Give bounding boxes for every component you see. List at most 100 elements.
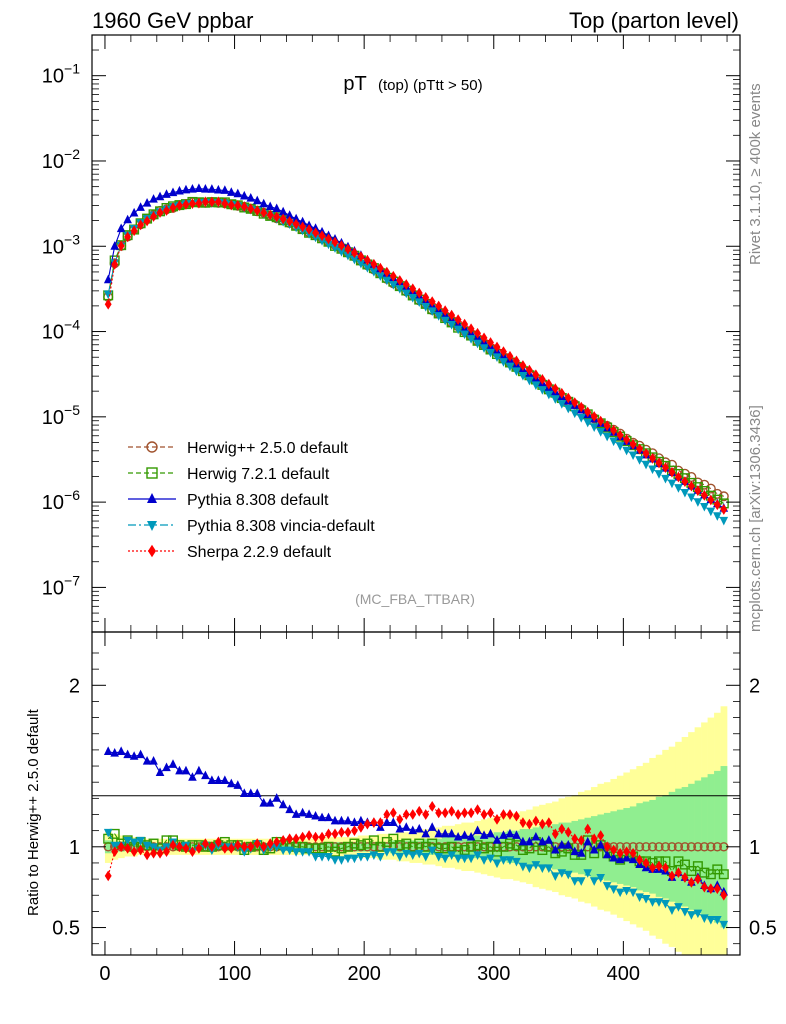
band-stat: [396, 840, 404, 854]
data-point: [584, 406, 592, 418]
band-stat: [318, 843, 326, 851]
ratio-point: [564, 826, 572, 838]
ratio-point: [240, 841, 248, 853]
ratio-point: [719, 920, 729, 930]
ratio-point: [415, 805, 423, 817]
ratio-point: [298, 848, 307, 857]
ratio-point: [342, 841, 353, 852]
data-point: [615, 442, 625, 451]
ratio-point: [596, 840, 605, 849]
ratio-point: [460, 854, 469, 864]
band-stat: [649, 799, 657, 894]
data-point: [357, 251, 365, 262]
ratio-point: [317, 812, 327, 822]
data-point: [428, 296, 436, 308]
ratio-frame: [91, 631, 741, 956]
data-point: [338, 240, 345, 251]
band-stat: [480, 833, 488, 860]
band-stat: [357, 841, 365, 852]
data-point: [253, 205, 261, 216]
ratio-point: [252, 788, 262, 797]
ratio-point: [234, 839, 242, 851]
ratio-point: [129, 838, 139, 848]
ratio-point: [123, 836, 132, 846]
ratio-point: [544, 835, 554, 844]
ratio-point: [706, 916, 716, 925]
ratio-point: [584, 823, 592, 835]
band-stat: [409, 840, 417, 854]
data-point: [246, 193, 256, 202]
x-tick-label: 200: [347, 963, 380, 985]
band-stat: [370, 841, 378, 852]
band-stat: [416, 840, 423, 854]
ratio-point: [182, 843, 190, 854]
ratio-point: [291, 809, 301, 818]
data-point: [454, 314, 462, 325]
data-point: [194, 183, 204, 192]
band-stat: [474, 835, 482, 859]
ratio-point: [558, 823, 566, 835]
data-point: [583, 418, 593, 428]
ratio-point: [136, 836, 145, 846]
y-tick-label: 10−2: [42, 146, 80, 173]
ratio-ylabel: Ratio to Herwig++ 2.5.0 default: [25, 708, 42, 916]
data-point: [531, 381, 541, 391]
data-point: [331, 236, 339, 248]
band-stat: [467, 835, 475, 859]
data-point: [247, 203, 255, 215]
data-point: [597, 415, 605, 427]
ratio-point: [409, 809, 417, 820]
ratio-point: [325, 828, 332, 840]
ratio-point: [396, 813, 404, 825]
ratio-point: [330, 815, 340, 825]
band-stat: [636, 803, 644, 891]
ratio-point: [649, 862, 656, 874]
ratio-point: [317, 853, 327, 862]
data-point: [156, 207, 164, 218]
ratio-point: [504, 838, 515, 849]
ratio-point: [434, 828, 443, 838]
ratio-point: [519, 817, 527, 828]
ratio-point: [427, 822, 437, 831]
ratio-point: [350, 817, 359, 827]
ratio-point: [337, 856, 346, 865]
band-stat: [312, 843, 320, 851]
data-point: [299, 221, 307, 233]
ratio-point: [181, 765, 191, 775]
ratio-point: [168, 759, 178, 768]
ratio-point: [629, 847, 637, 859]
data-point: [693, 498, 703, 507]
ratio-point: [602, 882, 612, 891]
ratio-point: [440, 828, 450, 838]
data-point: [305, 224, 313, 235]
ratio-point: [538, 818, 546, 830]
ratio-point: [513, 810, 520, 822]
ratio-point: [331, 828, 339, 840]
ratio-point: [110, 747, 119, 757]
ratio-point: [512, 830, 521, 839]
data-point: [317, 237, 327, 246]
data-point: [681, 476, 689, 487]
ratio-point: [603, 841, 611, 853]
data-point: [596, 428, 605, 437]
ratio-point: [447, 851, 456, 861]
ratio-point: [336, 843, 347, 854]
data-point: [168, 187, 178, 197]
data-point: [149, 194, 158, 203]
ratio-point: [421, 853, 431, 862]
ratio-point: [505, 856, 515, 865]
ratio-point: [460, 830, 469, 839]
data-point: [279, 213, 287, 225]
data-point: [492, 353, 502, 363]
data-point: [260, 207, 268, 218]
legend: Herwig++ 2.5.0 default Herwig 7.2.1 defau…: [128, 440, 375, 561]
ratio-point: [382, 817, 392, 827]
data-point: [363, 263, 372, 273]
data-point: [642, 448, 650, 460]
ratio-point: [486, 828, 495, 838]
data-point: [609, 437, 618, 447]
ratio-point: [466, 841, 477, 852]
ratio-point: [363, 818, 371, 830]
ratio-point: [673, 856, 684, 867]
ratio-point: [642, 857, 650, 869]
